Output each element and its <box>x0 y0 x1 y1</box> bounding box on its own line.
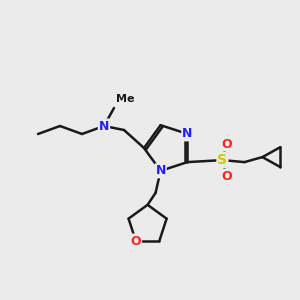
Text: N: N <box>99 119 109 133</box>
Text: O: O <box>130 235 141 248</box>
Text: Me: Me <box>116 94 134 104</box>
Text: N: N <box>182 128 193 140</box>
Text: O: O <box>221 169 232 183</box>
Text: O: O <box>221 138 232 151</box>
Text: N: N <box>155 164 166 177</box>
Text: S: S <box>218 153 227 167</box>
